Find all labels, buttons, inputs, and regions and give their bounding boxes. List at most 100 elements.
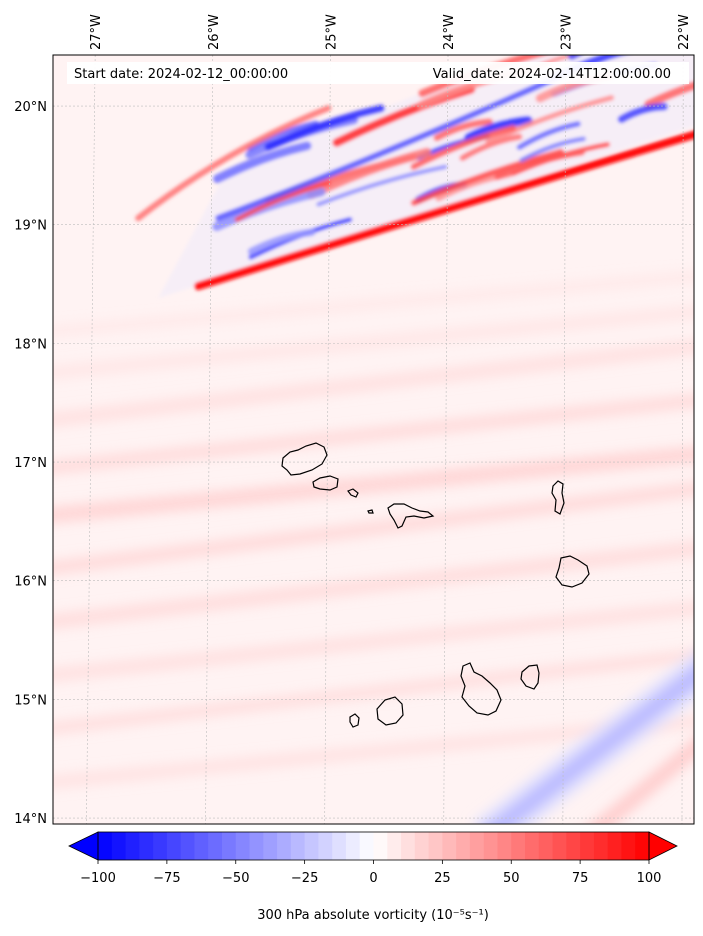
colorbar-segment (153, 832, 168, 860)
colorbar-ticks: −100 −75 −50 −25 0 25 50 75 100 (80, 860, 661, 886)
colorbar-segment (469, 832, 485, 860)
colorbar-segment (373, 832, 388, 860)
filament-positive (459, 133, 523, 161)
lat-tick-label: 18°N (14, 337, 47, 352)
island-santo-antao (281, 442, 328, 476)
filament-negative (213, 141, 312, 184)
colorbar-segment (290, 832, 306, 860)
colorbar-segment (235, 832, 251, 860)
colorbar-segment (332, 832, 347, 860)
field-streak (53, 271, 694, 337)
filament-negative (264, 104, 385, 151)
field-streak (53, 446, 694, 523)
field-streak (53, 306, 694, 379)
island-maio (520, 664, 540, 690)
colorbar-segment (621, 832, 636, 860)
colorbar-label: 300 hPa absolute vorticity (10⁻⁵s⁻¹) (257, 908, 489, 923)
gridline-lon (324, 55, 331, 824)
colorbar-segment (442, 832, 457, 860)
island-razo (367, 509, 374, 514)
colorbar-tick-label: 0 (369, 871, 377, 886)
map-frame (52, 54, 695, 825)
colorbar-segment (401, 832, 416, 860)
filament-positive (485, 95, 615, 145)
vorticity-band-southeast (471, 651, 694, 824)
colorbar-segment (221, 832, 237, 860)
colorbar-segment (194, 832, 209, 860)
colorbar-segment (593, 832, 609, 860)
colorbar-tick-label: 50 (503, 871, 520, 886)
colorbar-tick-label: 75 (572, 871, 589, 886)
colorbar-tick-label: −25 (291, 871, 318, 886)
colorbar-segment (456, 832, 471, 860)
filament-positive (410, 148, 564, 206)
lon-tick-label: 26°W (207, 14, 222, 50)
island-santiago (460, 662, 502, 716)
longitude-tick-labels: 27°W 26°W 25°W 24°W 23°W 22°W (89, 14, 692, 50)
vorticity-band-north (135, 55, 694, 299)
filament-positive (644, 81, 694, 109)
colorbar-segment (497, 832, 512, 860)
filament-negative (617, 102, 668, 124)
lon-tick-label: 25°W (324, 14, 339, 50)
field-streak (53, 541, 694, 629)
band-se-red-edge (590, 738, 694, 824)
colorbar-segment (511, 832, 526, 860)
lon-tick-label: 24°W (442, 14, 457, 50)
field-streak (53, 340, 694, 427)
colorbar-extend-low-arrow (68, 831, 99, 861)
island-boa-vista (555, 555, 590, 588)
filament-positive (234, 180, 331, 222)
filament-positive (494, 149, 585, 181)
date-label-box (67, 62, 689, 84)
lon-tick-label: 22°W (677, 14, 692, 50)
colorbar-segment (387, 832, 402, 860)
colorbar-segment (428, 832, 443, 860)
lat-tick-label: 19°N (14, 219, 47, 234)
colorbar-segment (359, 832, 375, 860)
colorbar: −100 −75 −50 −25 0 25 50 75 100 300 hPa absolute… (68, 831, 678, 923)
lon-tick-label: 27°W (89, 14, 104, 50)
colorbar-tick-label: −100 (80, 871, 116, 886)
lat-tick-label: 17°N (14, 456, 47, 471)
island-sao-nicolau (387, 503, 435, 529)
colorbar-segment (318, 832, 333, 860)
island-brava (349, 713, 360, 728)
island-sal (551, 480, 565, 515)
colorbar-segment (111, 832, 127, 860)
colorbar-segments (98, 832, 650, 860)
colorbar-segment (249, 832, 264, 860)
background-streaks (53, 271, 694, 789)
filament-positive (410, 125, 517, 170)
band-north-outer-filament (135, 105, 332, 222)
colorbar-segment (538, 832, 554, 860)
colorbar-tick-label: −50 (222, 871, 249, 886)
island-coastlines (281, 442, 590, 728)
island-santa-luzia (347, 488, 359, 498)
colorbar-segment (139, 832, 154, 860)
start-date-label: Start date: 2024-02-12_00:00:00 (74, 67, 288, 82)
gridlines (53, 55, 694, 824)
colorbar-segment (580, 832, 595, 860)
colorbar-segment (304, 832, 319, 860)
field-streak (53, 482, 694, 575)
colorbar-segment (277, 832, 292, 860)
colorbar-segment (607, 832, 622, 860)
colorbar-segment (525, 832, 540, 860)
gridline-lon (443, 55, 449, 824)
colorbar-segment (414, 832, 430, 860)
valid-date-label: Valid_date: 2024-02-14T12:00:00.00 (433, 67, 671, 82)
colorbar-segment (635, 832, 650, 860)
colorbar-segment (208, 832, 223, 860)
gridline-lon (562, 55, 566, 824)
gridline-lon (86, 55, 96, 824)
field-streak (53, 601, 694, 682)
filament-negative (519, 136, 586, 163)
band-se-layer (490, 668, 694, 824)
colorbar-segment (263, 832, 278, 860)
field-streak (53, 649, 694, 735)
latitude-tick-labels: 20°N 19°N 18°N 17°N 16°N 15°N 14°N (14, 100, 47, 827)
band-north-leading-edge (194, 130, 694, 291)
lon-tick-label: 23°W (560, 14, 575, 50)
